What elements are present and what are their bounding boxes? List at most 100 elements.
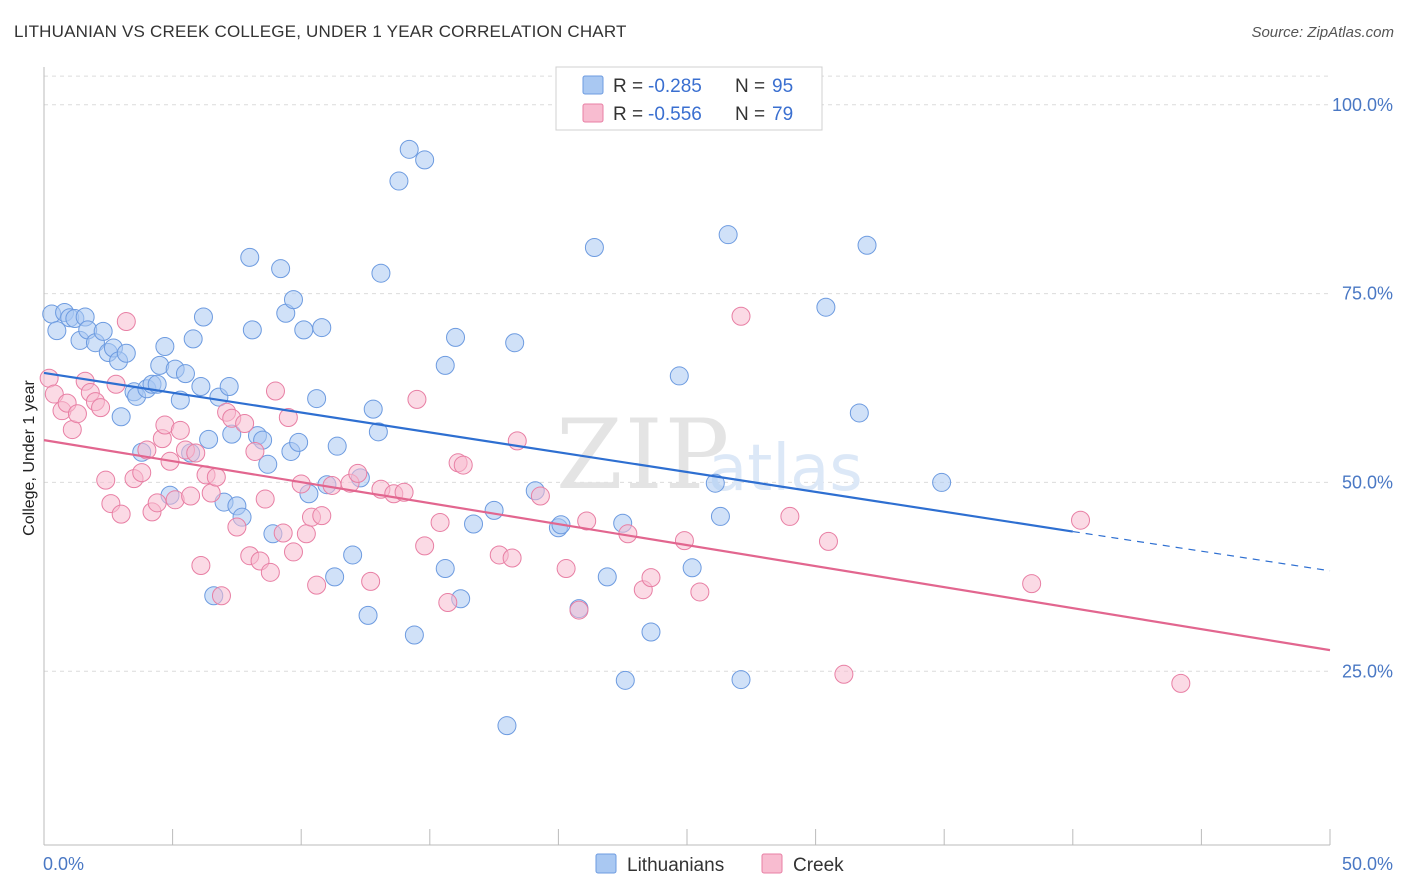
legend-n-value: 79 (772, 104, 793, 125)
data-point (181, 486, 201, 506)
data-point (312, 318, 332, 338)
series-creek (39, 306, 1191, 693)
data-point (674, 531, 694, 551)
data-point (201, 483, 221, 503)
data-point (615, 670, 635, 690)
data-point (505, 333, 525, 353)
data-point (235, 414, 255, 434)
data-point (407, 389, 427, 409)
data-point (289, 432, 309, 452)
legend-r-value: -0.285 (648, 76, 702, 97)
legend-n-value: 95 (772, 76, 793, 97)
legend-n-label: N = (735, 76, 765, 97)
watermark-atlas: atlas (708, 432, 863, 506)
data-point (44, 384, 64, 404)
data-point (186, 443, 206, 463)
data-point (307, 389, 327, 409)
data-point (669, 366, 689, 386)
data-point (111, 504, 131, 524)
watermark-zip: ZIP (556, 399, 731, 511)
data-point (780, 506, 800, 526)
data-point (710, 506, 730, 526)
watermark: ZIP atlas (556, 399, 863, 511)
data-point (91, 398, 111, 418)
legend-stats: R = -0.285 N = 95 R = -0.556 N = 79 (555, 66, 823, 131)
data-point (258, 454, 278, 474)
data-point (325, 567, 345, 587)
data-point (415, 150, 435, 170)
data-point (718, 225, 738, 245)
data-point (206, 467, 226, 487)
data-point (690, 582, 710, 602)
data-point (240, 247, 260, 267)
y-tick-label: 100.0% (1332, 95, 1393, 115)
data-point (932, 472, 952, 492)
data-point (307, 575, 327, 595)
data-point (371, 263, 391, 283)
data-point (62, 420, 82, 440)
y-tick-labels: 25.0% 50.0% 75.0% 100.0% (1332, 95, 1393, 682)
data-point (399, 139, 419, 159)
data-point (312, 506, 332, 526)
data-point (816, 297, 836, 317)
legend-swatch-lithuanians (582, 75, 604, 95)
data-point (818, 531, 838, 551)
data-point (731, 670, 751, 690)
trend-line-extension (1072, 530, 1331, 572)
data-point (1022, 574, 1042, 594)
data-point (435, 355, 455, 375)
x-tick-label: 50.0% (1342, 854, 1393, 874)
legend-r-label: R = (613, 76, 643, 97)
data-points (39, 139, 1191, 736)
data-point (682, 558, 702, 578)
data-point (96, 470, 116, 490)
data-point (199, 429, 219, 449)
data-point (116, 343, 136, 363)
data-point (147, 493, 167, 513)
y-tick-label: 25.0% (1342, 661, 1393, 681)
data-point (497, 716, 517, 736)
x-tick-labels: 0.0% 50.0% (43, 854, 1393, 874)
data-point (260, 562, 280, 582)
data-point (363, 399, 383, 419)
data-point (430, 512, 450, 532)
trend-line (43, 371, 1073, 533)
data-point (296, 524, 316, 544)
data-point (278, 407, 298, 427)
data-point (219, 377, 239, 397)
data-point (361, 571, 381, 591)
data-point (343, 545, 363, 565)
data-point (155, 336, 175, 356)
data-point (502, 548, 522, 568)
data-point (404, 625, 424, 645)
data-point (1171, 673, 1191, 693)
data-point (358, 605, 378, 625)
data-point (265, 381, 285, 401)
data-point (556, 559, 576, 579)
legend-swatch-creek (582, 103, 604, 123)
data-point (530, 486, 550, 506)
data-point (327, 436, 347, 456)
data-point (132, 463, 152, 483)
data-point (389, 171, 409, 191)
data-point (111, 407, 131, 427)
data-point (283, 290, 303, 310)
y-tick-label: 50.0% (1342, 472, 1393, 492)
axes (43, 67, 1331, 846)
data-point (211, 586, 231, 606)
x-tick-label: 0.0% (43, 854, 84, 874)
data-point (368, 422, 388, 442)
data-point (271, 259, 291, 279)
data-point (453, 455, 473, 475)
data-point (255, 489, 275, 509)
trend-line (43, 439, 1331, 652)
data-point (283, 542, 303, 562)
data-point (435, 559, 455, 579)
data-point (93, 321, 113, 341)
legend-r-label: R = (613, 104, 643, 125)
data-point (849, 403, 869, 423)
data-point (394, 482, 414, 502)
legend-swatch-lithuanians (595, 853, 617, 874)
data-point (47, 321, 67, 341)
